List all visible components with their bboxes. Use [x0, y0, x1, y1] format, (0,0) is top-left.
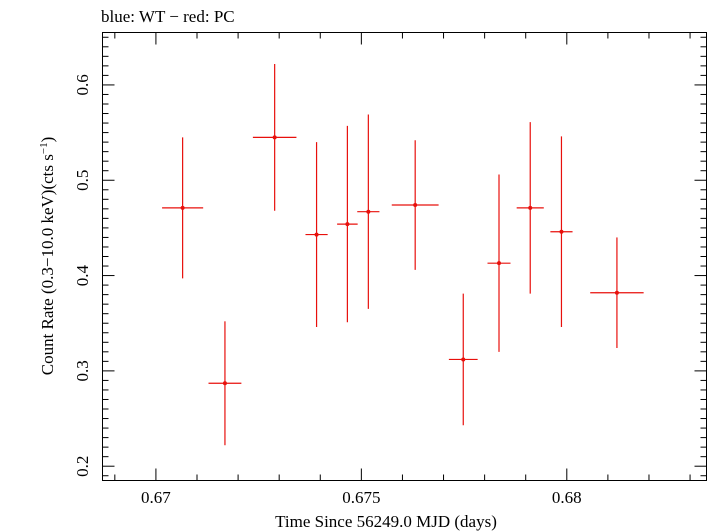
data-point [180, 205, 185, 210]
data-point [272, 135, 277, 140]
data-point [314, 232, 319, 237]
data-series [162, 63, 644, 446]
x-axis-label: Time Since 56249.0 MJD (days) [275, 512, 497, 531]
data-point [614, 290, 619, 295]
data-point [461, 357, 466, 362]
data-point [222, 381, 227, 386]
y-tick-label: 0.2 [73, 456, 92, 477]
plot-frame [102, 32, 707, 481]
y-tick-label: 0.5 [73, 170, 92, 191]
y-axis-label-close: ) [38, 137, 57, 143]
data-point [528, 205, 533, 210]
x-tick-label: 0.675 [342, 488, 380, 507]
y-axis-label-main: Count Rate (0.3−10.0 keV)(cts s [38, 154, 57, 375]
y-axis-label-superscript: −1 [38, 142, 50, 154]
data-point [366, 209, 371, 214]
data-point [413, 203, 418, 208]
y-tick-labels: 0.2 0.3 0.4 0.5 0.6 [73, 74, 92, 477]
y-tick-label: 0.6 [73, 74, 92, 95]
x-tick-labels: 0.67 0.675 0.68 [141, 488, 582, 507]
axis-ticks [102, 32, 707, 481]
chart-title: blue: WT − red: PC [101, 7, 235, 26]
data-point [559, 229, 564, 234]
x-tick-label: 0.68 [552, 488, 582, 507]
data-point [345, 222, 350, 227]
y-axis-label: Count Rate (0.3−10.0 keV)(cts s−1) [38, 137, 57, 376]
data-point [497, 261, 502, 266]
x-tick-label: 0.67 [141, 488, 171, 507]
y-tick-label: 0.3 [73, 360, 92, 381]
y-tick-label: 0.4 [73, 264, 92, 286]
